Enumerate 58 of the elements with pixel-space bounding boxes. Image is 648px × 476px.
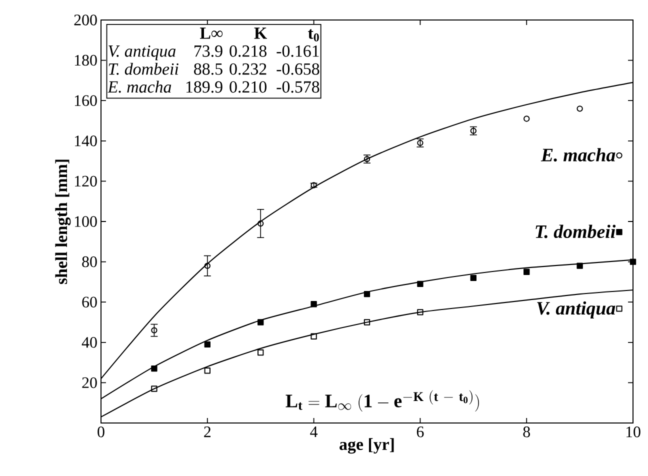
annotation: $\mathbf{L_t = L_\infty\ (1 - e^{-K\ (t\ -\ t_0)})}$ [286, 390, 479, 412]
point [470, 274, 476, 282]
annotation: K [254, 28, 268, 39]
point [576, 262, 583, 269]
y-tick-label: 40 [82, 337, 97, 348]
y-tick-label: 200 [74, 14, 97, 26]
legend-label: T. dombeii [536, 224, 616, 238]
point [417, 280, 424, 288]
annotation: -0.578 [276, 81, 320, 93]
point [151, 327, 158, 334]
y-tick-label: 140 [74, 136, 97, 146]
y-tick-label: 20 [82, 377, 97, 388]
point [151, 386, 158, 392]
point [417, 309, 424, 316]
annotation: 189.9 [186, 81, 222, 93]
annotation: 88.5 [194, 63, 222, 75]
point [364, 319, 370, 326]
annotation: L∞ [200, 28, 223, 39]
legend-label: E. macha [540, 148, 616, 162]
x-tick-label: 10 [626, 426, 640, 438]
point [204, 262, 210, 269]
x-axis-title: age [yr] [340, 438, 394, 454]
point [364, 290, 370, 298]
point [204, 368, 210, 374]
x-tick-label: 2 [204, 426, 211, 438]
point [310, 301, 317, 308]
point [258, 319, 264, 326]
annotation: 0.210 [230, 81, 266, 93]
y-tick-label: 160 [74, 95, 97, 106]
y-tick-label: 60 [82, 296, 97, 308]
annotation: -0.658 [276, 63, 320, 75]
x-tick-label: 8 [523, 426, 530, 438]
y-tick-label: 100 [74, 216, 97, 227]
annotation: 73.9 [194, 45, 222, 57]
point [524, 268, 530, 275]
point [258, 349, 264, 356]
y-tick-label: 120 [74, 176, 97, 187]
y-axis-title: shell length [mm] [55, 160, 71, 284]
y-tick-label: 180 [74, 54, 97, 66]
point [576, 106, 583, 112]
annotation: V. antiqua [108, 45, 176, 60]
point [258, 220, 264, 227]
point [310, 333, 317, 340]
point [204, 341, 210, 348]
point [151, 366, 158, 372]
annotation: 0.218 [230, 45, 266, 57]
annotation: -0.161 [276, 45, 319, 57]
annotation: 0.232 [230, 63, 266, 75]
annotation: T. dombeii [108, 62, 178, 75]
x-tick-label: 0 [98, 426, 104, 438]
legend-label: V. antiqua [537, 301, 616, 319]
point [524, 116, 530, 122]
x-tick-label: 4 [310, 426, 318, 438]
annotation: E. macha [108, 80, 172, 93]
annotation: t$_{0}$ [308, 29, 319, 42]
point [630, 258, 636, 265]
y-tick-label: 80 [82, 256, 97, 268]
x-tick-label: 6 [416, 426, 424, 438]
